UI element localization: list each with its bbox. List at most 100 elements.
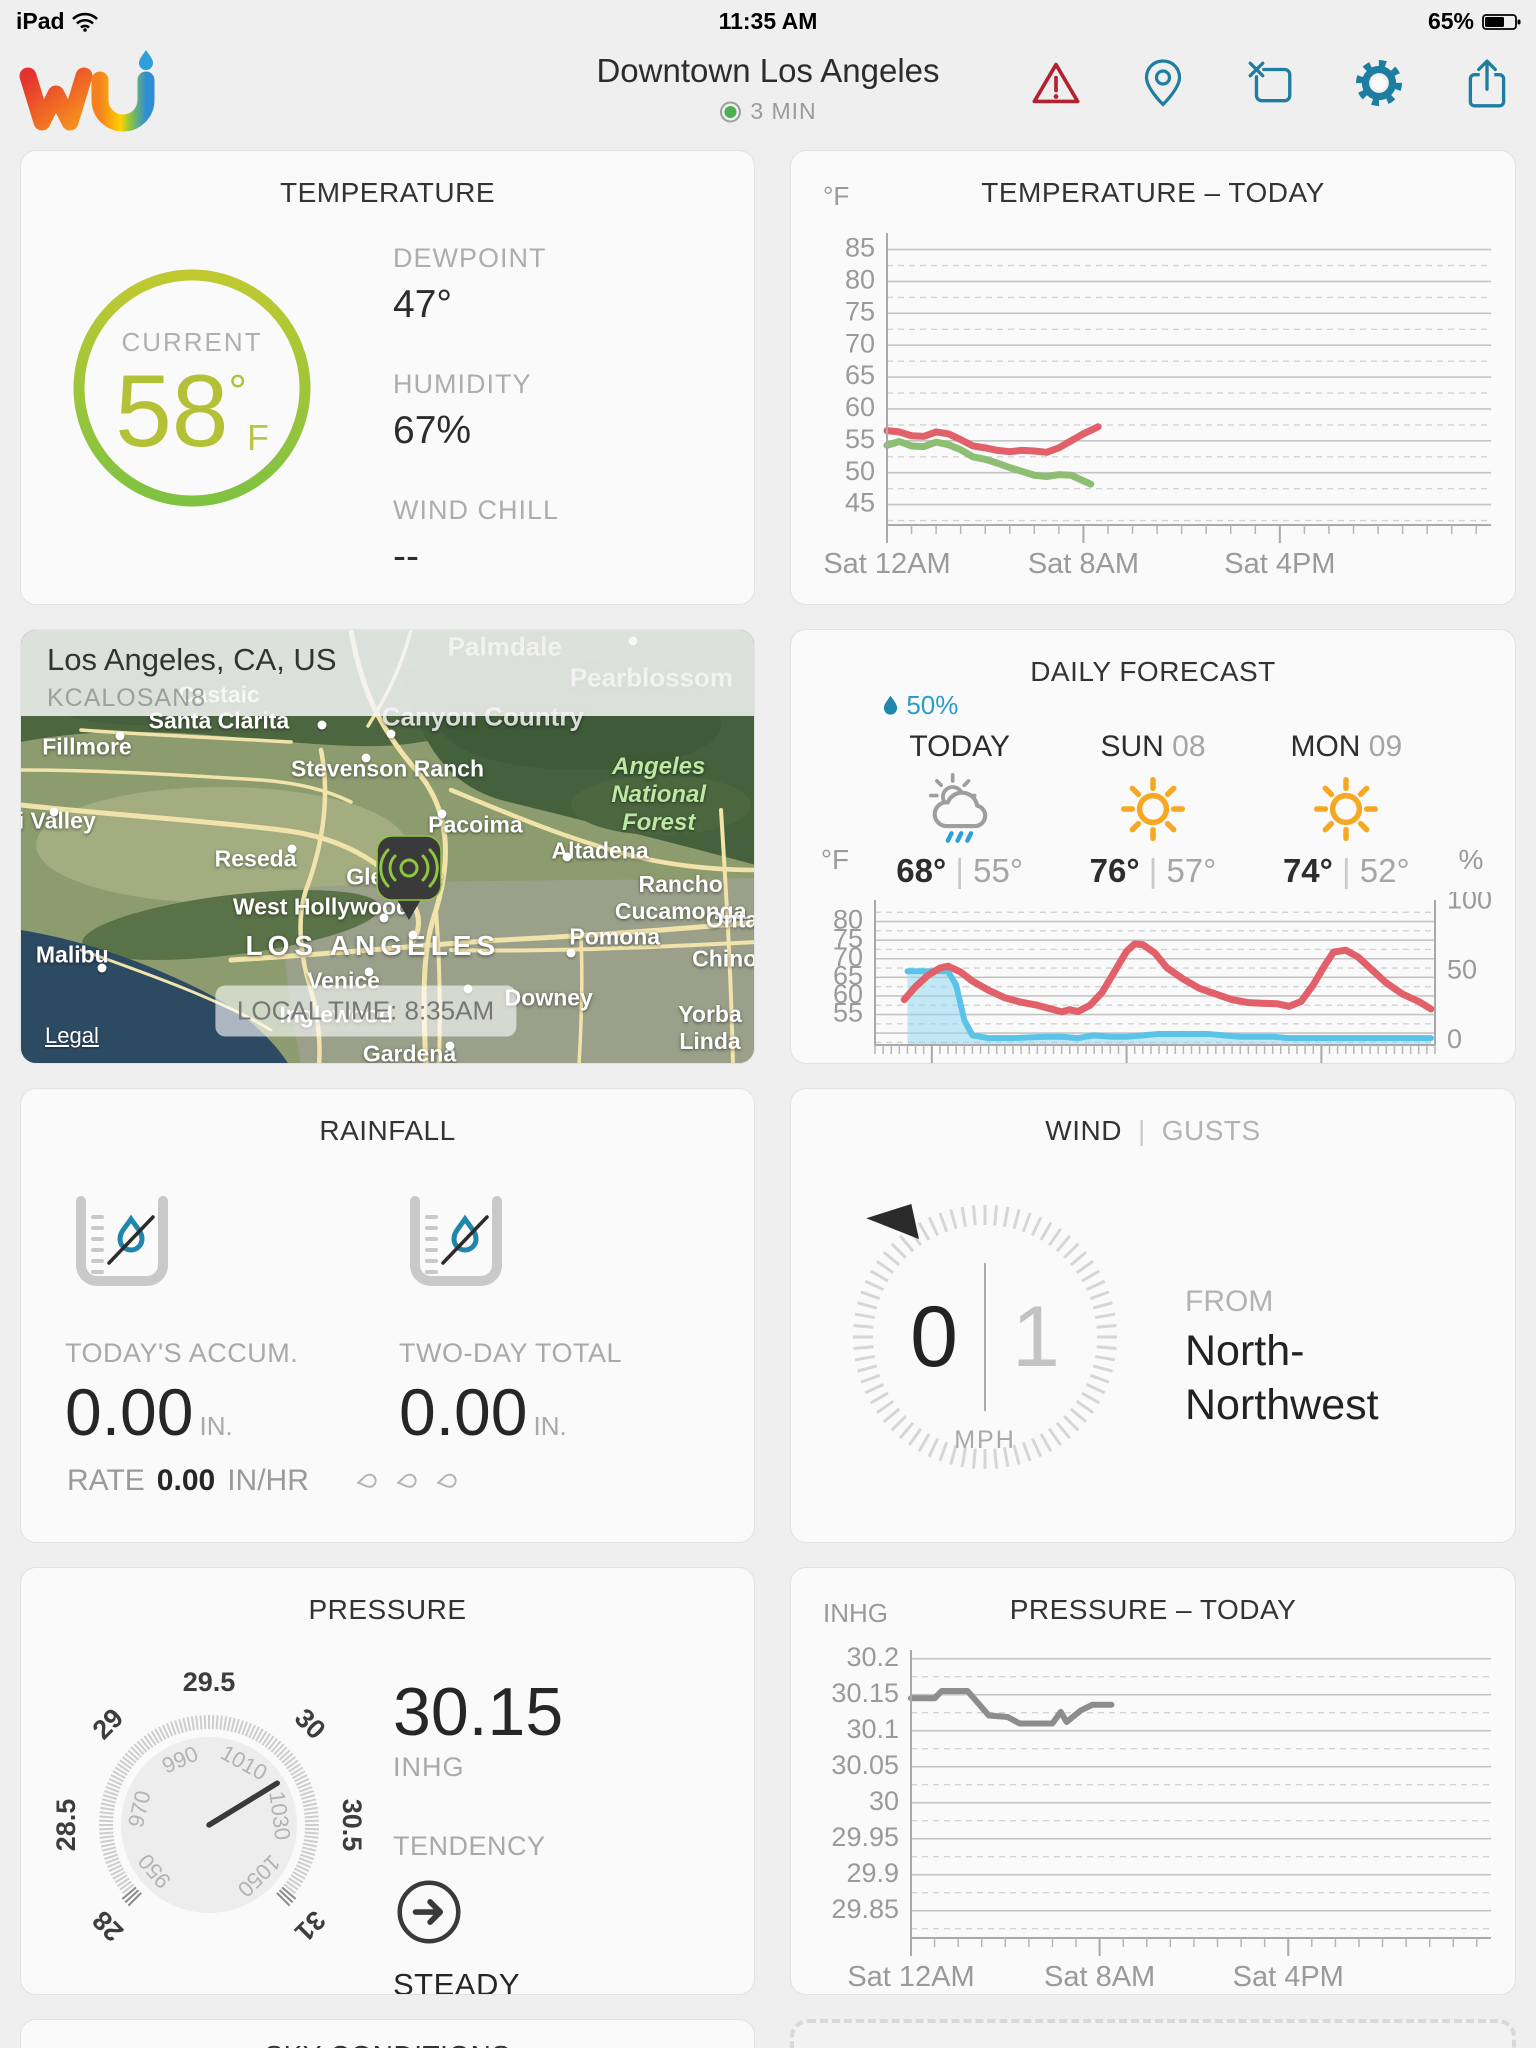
wind-from-label: FROM	[1185, 1285, 1274, 1318]
map-place-dot-icon	[317, 720, 327, 730]
dewpoint-stat: DEWPOINT 47°	[393, 243, 559, 327]
tab-gusts[interactable]: GUSTS	[1161, 1115, 1261, 1146]
rate-label: RATE	[67, 1464, 145, 1497]
pressure-today-card[interactable]: PRESSURE – TODAY INHG 29.85 29.9 29.95 30 30…	[790, 1567, 1516, 1995]
svg-text:30.1: 30.1	[846, 1714, 899, 1744]
dashboard-grid: TEMPERATURE CURRENT 58 ° F	[20, 150, 1516, 2048]
weather-condition-icon	[863, 770, 1056, 848]
svg-text:30.2: 30.2	[846, 1642, 899, 1672]
tendency-value: STEADY	[393, 1967, 521, 1995]
map-place-dot-icon	[437, 809, 447, 819]
rainfall-card[interactable]: RAINFALL TODAY'S ACCUM. 0.00 IN.	[20, 1088, 755, 1543]
alerts-icon[interactable]	[1030, 57, 1082, 109]
card-title: SKY CONDITIONS	[21, 2020, 754, 2048]
map-place-dot-icon	[379, 913, 389, 923]
temperature-card[interactable]: TEMPERATURE CURRENT 58 ° F	[20, 150, 755, 605]
svg-text:Sat 4PM: Sat 4PM	[1233, 1961, 1344, 1993]
weather-condition-icon	[1056, 770, 1249, 848]
day-temps: 74° | 52°	[1282, 852, 1410, 889]
station-map-card[interactable]: PalmdalePearblossomCastaicSanta ClaritaC…	[20, 629, 755, 1064]
location-title-block[interactable]: Downtown Los Angeles 3 MIN	[596, 52, 939, 125]
daily-forecast-card[interactable]: DAILY FORECAST °F 50% TODAY	[790, 629, 1516, 1064]
svg-text:30.05: 30.05	[831, 1750, 899, 1780]
settings-gear-icon[interactable]	[1352, 56, 1406, 110]
temperature-today-card[interactable]: TEMPERATURE – TODAY °F 45 50 55 60 65 70 75 80 8…	[790, 150, 1516, 605]
svg-text:29.9: 29.9	[846, 1858, 899, 1888]
map-header-band	[21, 630, 754, 716]
add-module-placeholder[interactable]	[790, 2019, 1516, 2048]
svg-text:Sat 8AM: Sat 8AM	[1028, 548, 1139, 580]
wind-chill-stat: WIND CHILL --	[393, 495, 559, 579]
svg-text:100: 100	[1447, 892, 1492, 915]
remove-frame-icon[interactable]	[1244, 57, 1296, 109]
svg-text:50: 50	[1447, 954, 1477, 984]
forecast-day-today[interactable]: 50% TODAY 68° | 55°	[863, 690, 1056, 890]
pressure-value: 30.15	[393, 1674, 564, 1750]
card-title: DAILY FORECAST	[1030, 656, 1276, 687]
clock: 11:35 AM	[718, 8, 818, 34]
local-time-badge: LOCAL TIME: 8:35AM	[214, 985, 517, 1037]
wind-chill-value: --	[393, 535, 419, 578]
day-number: 08	[1172, 730, 1206, 763]
station-marker-icon[interactable]	[373, 834, 445, 924]
day-temps: 76° | 57°	[1089, 852, 1217, 889]
svg-text:55: 55	[833, 998, 863, 1028]
map-place-label: Ontario	[705, 906, 754, 933]
map-place-label: Reseda	[214, 845, 297, 872]
status-bar: iPad 11:35 AM 65%	[0, 0, 1536, 40]
day-name: TODAY	[909, 730, 1010, 763]
rain-rate-row: RATE 0.00 IN/HR	[67, 1464, 461, 1498]
forecast-day-sun[interactable]: SUN 08 76° | 57°	[1056, 692, 1249, 890]
station-id: KCALOSAN8	[47, 684, 207, 712]
svg-text:45: 45	[845, 488, 875, 518]
location-pin-icon[interactable]	[1138, 57, 1188, 109]
humidity-value: 67%	[393, 409, 472, 452]
svg-text:75: 75	[833, 923, 863, 953]
map-place-dot-icon	[97, 963, 107, 973]
forecast-day-mon[interactable]: MON 09 74° | 52°	[1250, 692, 1443, 890]
legal-link[interactable]: Legal	[45, 1023, 99, 1048]
forecast-days-row: °F 50% TODAY 68°	[807, 690, 1499, 890]
two-day-total-block: TWO-DAY TOTAL 0.00 IN.	[399, 1193, 709, 1445]
sky-conditions-card[interactable]: SKY CONDITIONS	[20, 2019, 755, 2048]
temperature-ring-icon	[73, 269, 311, 507]
degree-mark: °	[228, 365, 247, 417]
map-place-dot-icon	[566, 948, 576, 958]
svg-text:50: 50	[845, 456, 875, 486]
two-day-total-unit: IN.	[533, 1411, 567, 1441]
tab-wind[interactable]: WIND	[1045, 1115, 1122, 1146]
header-toolbar	[1030, 56, 1512, 110]
share-icon[interactable]	[1462, 56, 1512, 110]
wind-dial-icon	[853, 1204, 1117, 1469]
card-title: TEMPERATURE	[280, 177, 495, 208]
two-day-total-label: TWO-DAY TOTAL	[399, 1338, 623, 1368]
map-place-label: Rancho Cucamonga	[614, 871, 747, 925]
map-place-label: Angeles National Forest	[611, 752, 707, 836]
svg-text:55: 55	[845, 424, 875, 454]
battery-percent: 65%	[1427, 8, 1474, 34]
map-place-label: Pomona	[569, 923, 661, 950]
map-place-dot-icon	[361, 753, 370, 763]
temperature-ring-gauge: CURRENT 58 ° F	[67, 263, 317, 513]
map-place-label: Simi Valley	[21, 807, 96, 834]
status-dot-icon	[719, 101, 741, 122]
svg-text:80: 80	[845, 265, 875, 295]
svg-text:29.95: 29.95	[831, 1822, 899, 1852]
wind-card[interactable]: WIND | GUSTS 0 1 MPH FROM North-Northwes…	[790, 1088, 1516, 1543]
card-title: RAINFALL	[319, 1115, 456, 1146]
wu-logo[interactable]	[14, 42, 164, 134]
wind-unit: MPH	[954, 1426, 1016, 1454]
svg-text:29: 29	[87, 1703, 129, 1745]
svg-text:Sat 12AM: Sat 12AM	[823, 548, 950, 580]
todays-accum-label: TODAY'S ACCUM.	[65, 1338, 299, 1368]
map-place-dot-icon	[386, 729, 396, 739]
rate-value: 0.00	[156, 1464, 216, 1497]
pressure-card[interactable]: PRESSURE 28 28.5 29 29.5 30 30.5 31 950 970 990 10…	[20, 1567, 755, 1995]
svg-text:30.15: 30.15	[831, 1678, 899, 1708]
day-temps: 68° | 55°	[896, 852, 1024, 889]
rain-gauge-icon	[76, 1196, 168, 1286]
rate-unit: IN/HR	[227, 1464, 309, 1497]
